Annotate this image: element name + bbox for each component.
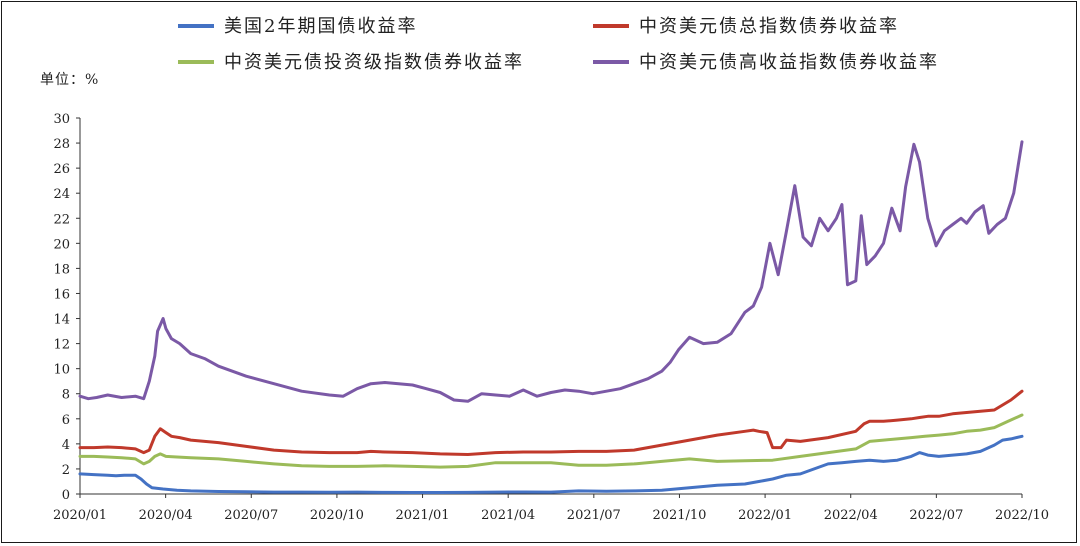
y-tick-label: 8: [62, 388, 70, 403]
legend-label: 美国2年期国债收益率: [224, 16, 417, 37]
x-tick-label: 2021/10: [652, 508, 706, 523]
legend-label: 中资美元债投资级指数债券收益率: [224, 52, 524, 73]
axes: [76, 117, 1023, 498]
series-line-3: [78, 413, 1024, 469]
y-tick-label: 24: [53, 187, 70, 202]
x-tick-label: 2022/04: [824, 508, 878, 523]
legend-label: 中资美元债高收益指数债券收益率: [639, 52, 939, 73]
y-tick-label: 30: [53, 112, 70, 127]
x-tick-label: 2022/10: [995, 508, 1049, 523]
y-tick-label: 4: [62, 438, 70, 453]
y-tick-label: 12: [53, 338, 70, 353]
y-tick-label: 16: [53, 287, 70, 302]
y-tick-label: 6: [62, 413, 70, 428]
y-tick-label: 0: [62, 488, 70, 503]
x-tick-label: 2020/01: [53, 508, 107, 523]
series-line-2: [78, 389, 1024, 456]
x-tick-label: 2021/07: [567, 508, 621, 523]
series-line-4: [78, 140, 1024, 403]
y-tick-label: 28: [53, 137, 70, 152]
y-tick-label: 10: [53, 363, 70, 378]
series-lines: [78, 140, 1024, 494]
legend-label: 中资美元债总指数债券收益率: [639, 16, 899, 37]
unit-label: 单位：%: [40, 72, 99, 88]
y-tick-label: 2: [62, 463, 70, 478]
y-tick-label: 22: [53, 212, 70, 227]
y-tick-label: 26: [53, 162, 70, 177]
x-tick-label: 2020/04: [139, 508, 193, 523]
x-tick-label: 2021/04: [481, 508, 535, 523]
series-line-1: [78, 434, 1024, 494]
y-tick-label: 20: [53, 237, 70, 252]
x-tick-label: 2022/01: [738, 508, 792, 523]
x-tick-label: 2022/07: [909, 508, 963, 523]
y-tick-label: 18: [53, 262, 70, 277]
x-tick-label: 2020/10: [310, 508, 364, 523]
x-tick-label: 2021/01: [396, 508, 450, 523]
x-tick-label: 2020/07: [224, 508, 278, 523]
y-tick-label: 14: [53, 313, 70, 328]
